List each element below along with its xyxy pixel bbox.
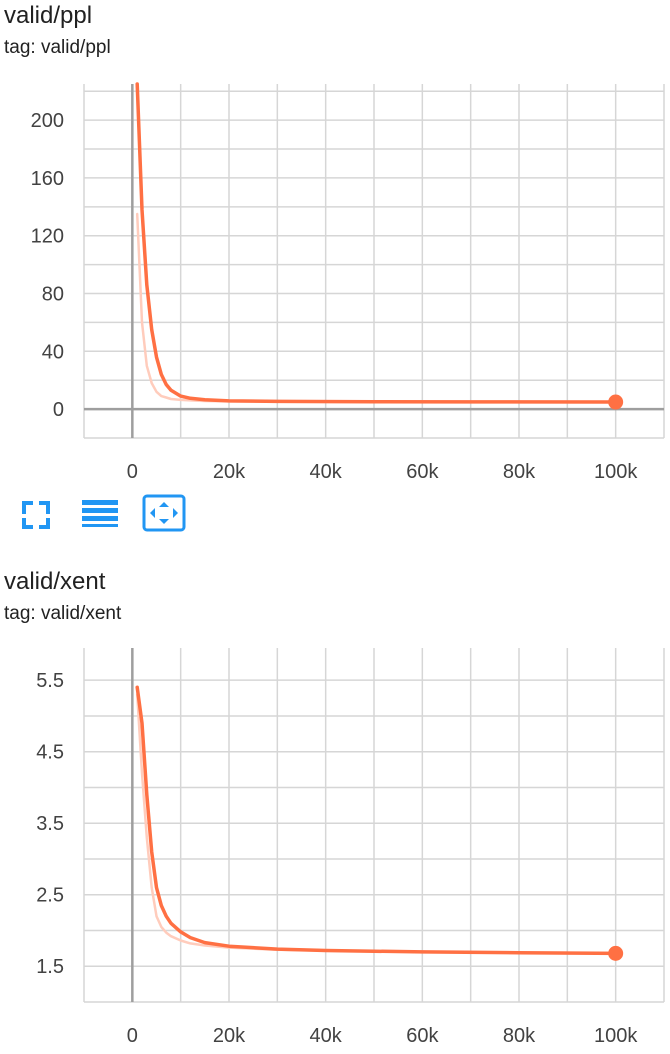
series-smoothed-line — [135, 82, 618, 404]
x-tick-label: 20k — [213, 1025, 246, 1047]
line-chart-xent: 1.5 2.5 3.5 4.5 5.5 0 20k 40k 60k 80k 100k — [36, 648, 665, 1047]
fullscreen-icon — [22, 501, 50, 529]
x-tick-label: 100k — [594, 1025, 638, 1047]
series-smoothed-line — [135, 685, 618, 956]
x-tick-label: 80k — [503, 1025, 536, 1047]
x-tick-label: 60k — [406, 1025, 439, 1047]
chart-title-xent: valid/xent — [4, 568, 106, 595]
line-chart-ppl: 0 40 80 120 160 200 0 20k 40k 60k 80k 100k — [31, 82, 665, 480]
chart-toolbar — [18, 494, 198, 536]
x-tick-label: 40k — [310, 1025, 343, 1047]
chart-tag-xent: tag: valid/xent — [4, 603, 122, 624]
y-tick-label: 40 — [42, 341, 64, 363]
x-tick-label: 0 — [127, 1025, 138, 1047]
chart-tag-ppl: tag: valid/ppl — [4, 37, 111, 58]
x-tick-label: 20k — [213, 461, 246, 480]
last-value-marker[interactable] — [608, 394, 624, 410]
fit-domain-button[interactable] — [142, 494, 186, 534]
x-tick-label: 0 — [127, 461, 138, 480]
y-tick-label: 0 — [53, 399, 64, 421]
x-tick-label: 80k — [503, 461, 536, 480]
x-tick-label: 40k — [310, 461, 343, 480]
fit-domain-icon — [142, 494, 186, 532]
toggle-log-scale-icon — [82, 500, 118, 527]
x-tick-label: 100k — [594, 461, 638, 480]
series-raw-line — [135, 212, 617, 404]
toggle-log-scale-button[interactable] — [80, 494, 124, 534]
y-tick-label: 80 — [42, 284, 64, 306]
y-tick-label: 2.5 — [36, 885, 64, 907]
y-tick-label: 160 — [31, 168, 64, 190]
y-tick-label: 5.5 — [36, 670, 64, 692]
y-tick-label: 3.5 — [36, 813, 64, 835]
fullscreen-button[interactable] — [18, 494, 62, 534]
x-tick-label: 60k — [406, 461, 439, 480]
y-tick-label: 200 — [31, 110, 64, 132]
y-tick-label: 120 — [31, 226, 64, 248]
y-tick-label: 4.5 — [36, 742, 64, 764]
last-value-marker[interactable] — [608, 945, 624, 961]
y-tick-label: 1.5 — [36, 956, 64, 978]
chart-title-ppl: valid/ppl — [4, 2, 93, 29]
